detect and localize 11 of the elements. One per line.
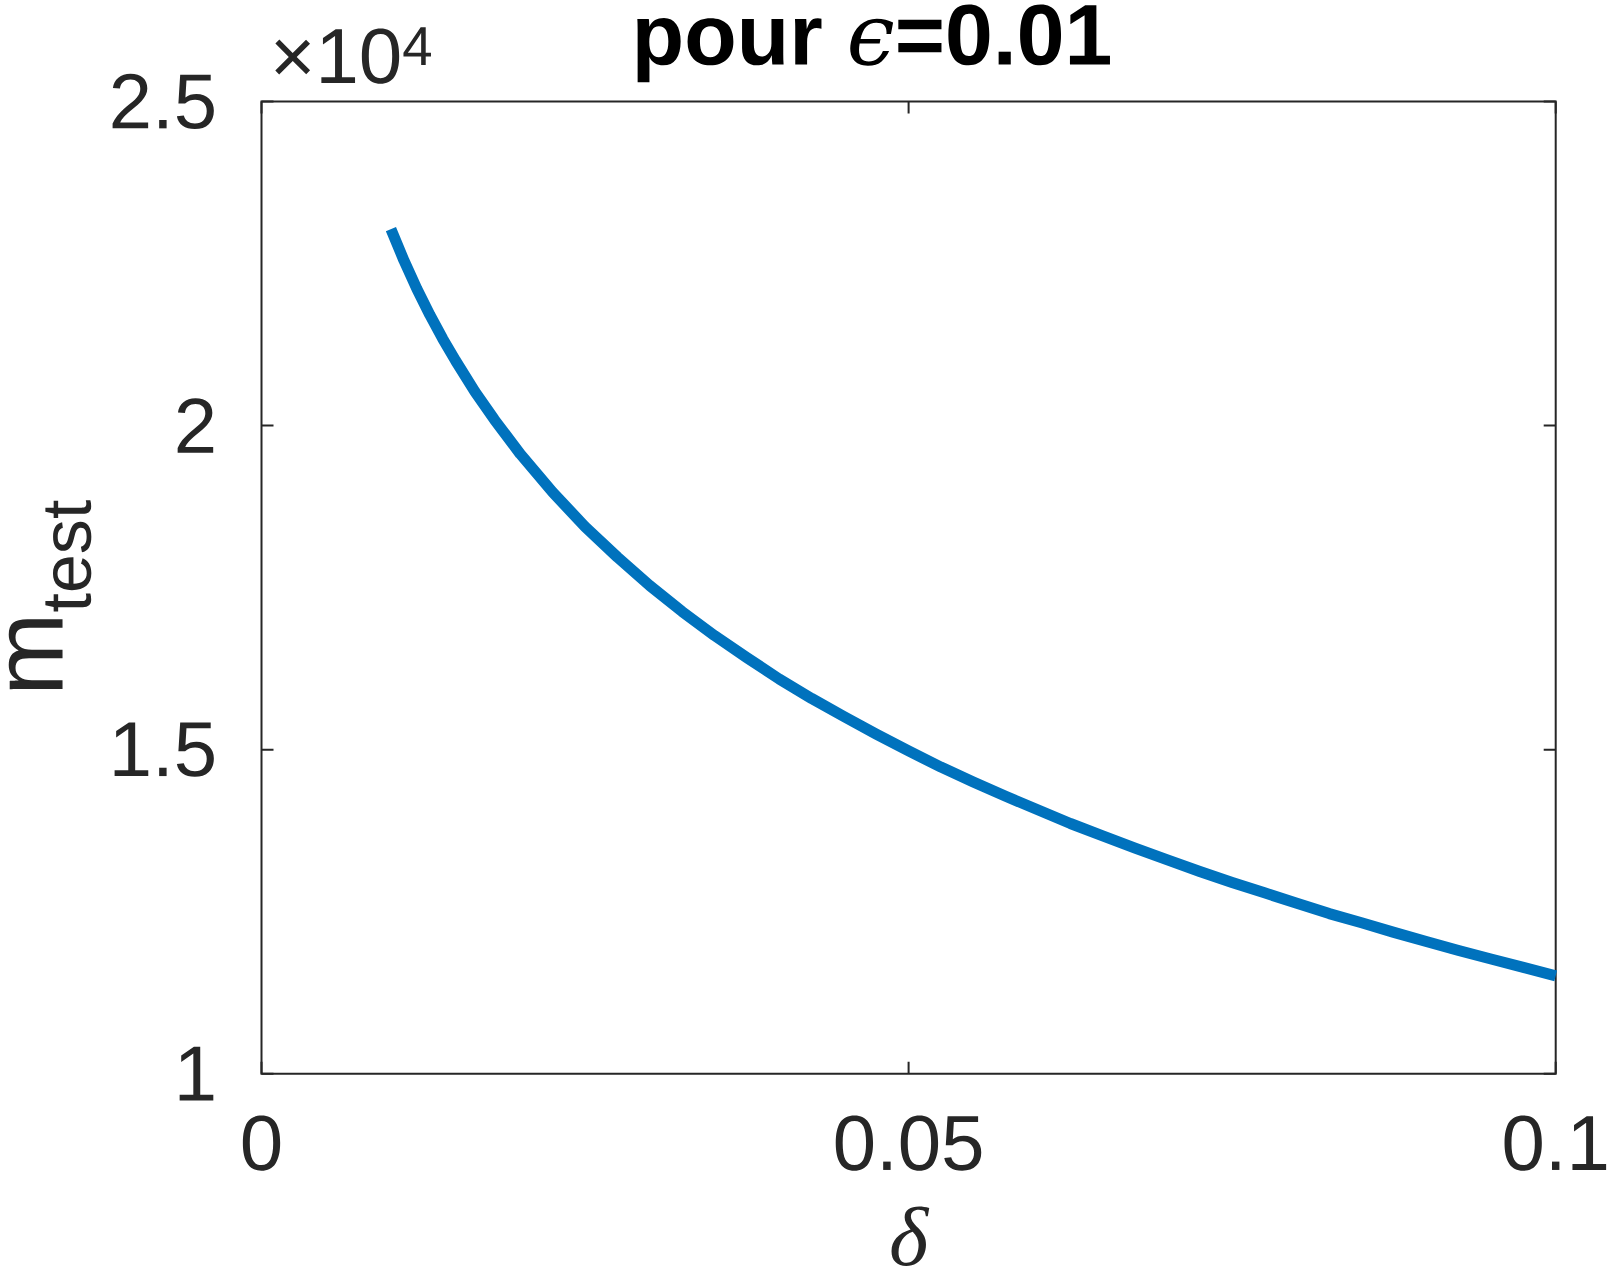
x-tick-label: 0.1 xyxy=(1504,1115,1607,1171)
x-tick-label: 0 xyxy=(242,1115,281,1171)
y-tick-label: 1 xyxy=(179,1046,214,1101)
text: ×10$^{4}$ xyxy=(275,27,431,84)
x-tick-label: 0.05 xyxy=(835,1115,982,1171)
chart-title: pour ϵ=0.01 xyxy=(637,4,1110,83)
y-axis-title: m$_{test}$ xyxy=(8,500,92,690)
y-tick-label: 1.5 xyxy=(114,722,214,777)
x-axis-title: δ xyxy=(891,1206,930,1267)
y-tick-label: 2 xyxy=(177,398,214,453)
y-tick-label: 2.5 xyxy=(112,73,214,130)
